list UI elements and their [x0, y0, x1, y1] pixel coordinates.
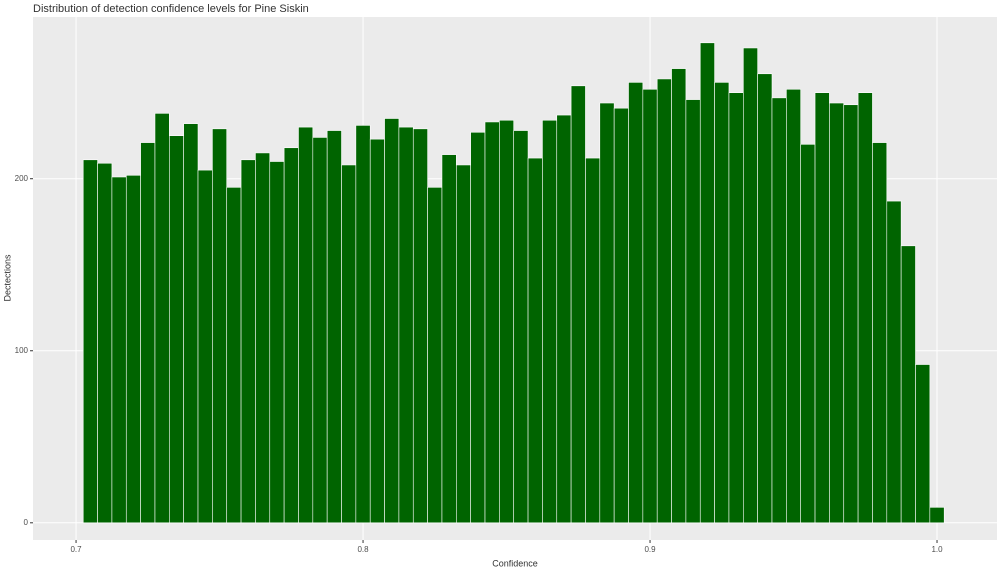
x-tick-label: 0.8 [357, 545, 369, 554]
bar [226, 187, 242, 524]
bar [111, 176, 127, 524]
bar [728, 92, 744, 524]
bar [369, 138, 385, 524]
bar [857, 92, 873, 524]
bar [829, 102, 845, 524]
bar [283, 147, 299, 524]
bar [843, 104, 859, 524]
bar [341, 164, 357, 524]
bar [685, 99, 701, 524]
bar [628, 82, 644, 524]
bar [441, 154, 457, 524]
bar [915, 364, 931, 524]
chart-title: Distribution of detection confidence lev… [33, 3, 309, 15]
bar [757, 73, 773, 524]
bar [585, 157, 601, 524]
bar [125, 174, 141, 524]
bar [743, 47, 758, 524]
bar [427, 187, 443, 524]
bar [786, 88, 801, 524]
bar [269, 161, 285, 524]
bar [656, 78, 672, 524]
bar [326, 130, 342, 524]
bar [212, 128, 228, 524]
bar [542, 119, 558, 524]
y-tick-label: 200 [15, 174, 29, 183]
bar [312, 137, 328, 524]
bar [599, 102, 615, 524]
bar [699, 42, 715, 524]
bar [183, 123, 199, 524]
x-tick-label: 1.0 [931, 545, 943, 554]
bar [556, 114, 572, 524]
y-tick-label: 100 [15, 346, 29, 355]
bar [671, 68, 687, 524]
y-axis-label: Dectections [2, 254, 12, 302]
bar [499, 119, 515, 524]
bar [929, 507, 945, 524]
x-tick-label: 0.7 [70, 545, 82, 554]
bar [642, 88, 658, 524]
bar [355, 125, 371, 524]
bar [900, 245, 916, 524]
bar [814, 92, 830, 524]
bar [714, 82, 730, 524]
bar [872, 142, 888, 524]
bar [800, 144, 816, 524]
bar [140, 142, 156, 524]
bar [255, 152, 271, 524]
bar [771, 97, 787, 524]
bar [197, 169, 213, 524]
bar [886, 200, 902, 524]
bar [412, 128, 428, 524]
bar [384, 118, 400, 524]
x-axis-label: Confidence [492, 558, 538, 568]
bar [513, 130, 529, 524]
bar [398, 126, 414, 524]
y-tick-label: 0 [24, 518, 29, 527]
bar [570, 85, 586, 524]
bar [240, 159, 256, 524]
x-tick-label: 0.9 [644, 545, 656, 554]
bar [82, 159, 98, 524]
bar [613, 107, 629, 524]
bar [298, 126, 314, 524]
bar [154, 113, 170, 524]
bar [97, 162, 113, 524]
bar [456, 164, 471, 524]
bar [169, 135, 184, 524]
bar [470, 131, 486, 524]
bar [484, 121, 500, 524]
bar [527, 157, 543, 524]
